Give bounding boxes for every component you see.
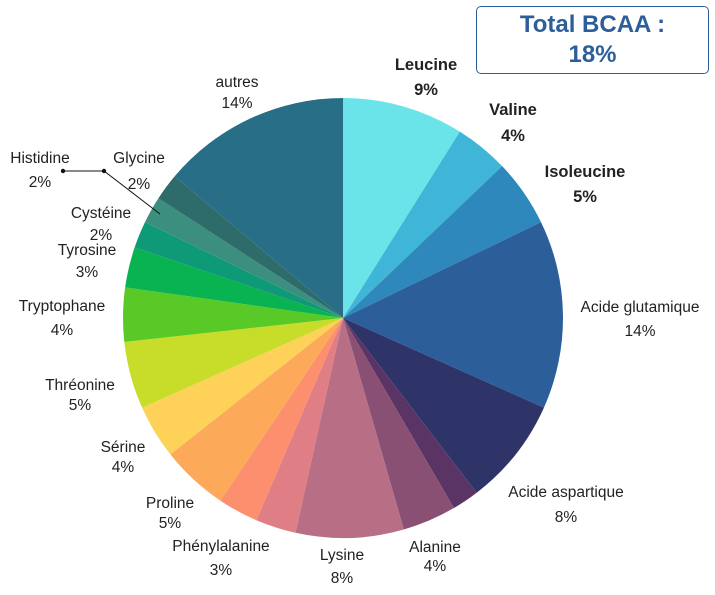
label-isoleucine: Isoleucine [545,163,626,181]
total-bcaa-value: 18% [568,41,617,68]
pie-slice-thr-onine [124,318,343,408]
pie-slice-ph-nylalanine [256,318,343,533]
value-acide-glutamique: 14% [624,323,655,340]
total-bcaa-box: Total BCAA : 18% [476,6,709,74]
label-thr-onine: Thréonine [45,377,115,394]
label-acide-glutamique: Acide glutamique [581,299,700,316]
label-s-rine: Sérine [101,439,146,456]
value-thr-onine: 5% [69,397,92,414]
pie-slice-proline [170,318,343,501]
label-tryptophane: Tryptophane [19,298,105,315]
value-histidine: 2% [29,174,52,191]
label-alanine: Alanine [409,539,461,556]
label-autres: autres [215,74,258,91]
pie-slice-valine [343,131,503,318]
pie-slice-acide-aspartique [343,318,544,493]
value-isoleucine: 5% [573,188,597,206]
value-cyst-ine: 2% [90,227,113,244]
histidine-leader-dot [101,168,107,174]
value-tyrosine: 3% [76,264,99,281]
pie-slice-s-rine [142,318,343,455]
label-cyst-ine: Cystéine [71,205,131,222]
label-tyrosine: Tyrosine [58,242,117,259]
histidine-leader-dot [60,168,66,174]
value-ph-nylalanine: 3% [210,562,233,579]
pie-slice-cyst-ine [134,222,343,318]
pie-slice-histidine [145,198,343,318]
value-s-rine: 4% [112,459,135,476]
pie-slice-lysine [295,318,404,539]
label-acide-aspartique: Acide aspartique [508,484,623,501]
pie-slice-autres [174,98,343,318]
value-proline: 5% [159,515,182,532]
label-lysine: Lysine [320,547,364,564]
pie-slice-unlabeled-9 [220,318,343,521]
pie-slice-leucine [343,98,460,318]
value-acide-aspartique: 8% [555,509,578,526]
pie-slices [122,98,564,539]
value-alanine: 4% [424,558,447,575]
value-lysine: 8% [331,570,354,587]
value-autres: 14% [221,95,252,112]
pie-slice-unlabeled-5 [343,318,477,508]
pie-slice-glycine [158,176,343,318]
label-leucine: Leucine [395,56,457,74]
label-valine: Valine [489,101,537,119]
pie-slice-acide-glutamique [343,222,564,408]
value-tryptophane: 4% [51,322,74,339]
label-ph-nylalanine: Phénylalanine [172,538,269,555]
pie-slice-isoleucine [343,166,541,318]
pie-slice-alanine [343,318,454,530]
value-glycine: 2% [128,176,151,193]
label-glycine: Glycine [113,150,165,167]
total-bcaa-title: Total BCAA : [519,11,666,38]
pie-slice-tryptophane [122,287,343,342]
value-leucine: 9% [414,81,438,99]
pie-slice-tyrosine [125,247,344,318]
slice-labels: Leucine 9% Valine 4% Isoleucine 5% Acide gluta… [10,56,699,587]
value-valine: 4% [501,127,525,145]
label-histidine: Histidine [10,150,69,167]
label-proline: Proline [146,495,194,512]
